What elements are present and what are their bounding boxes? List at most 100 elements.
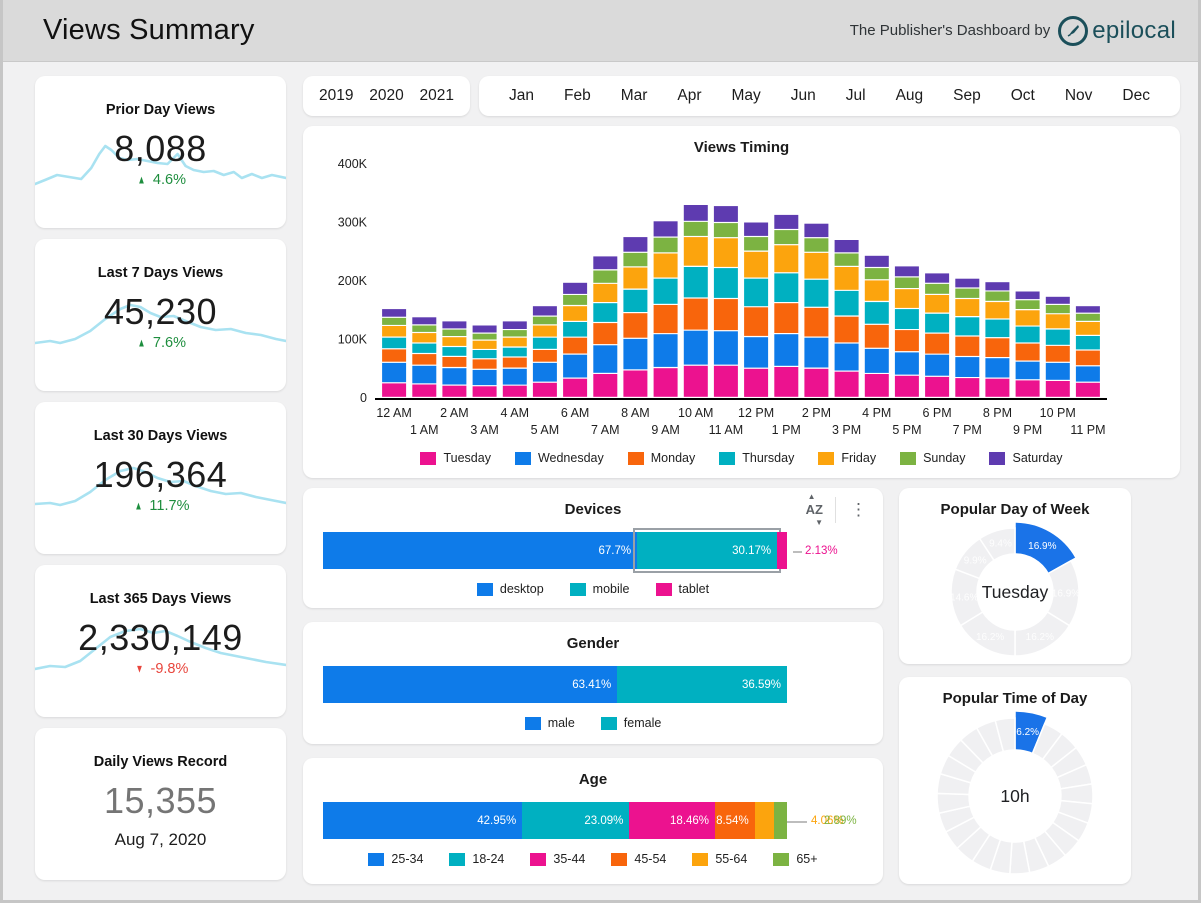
bar-segment-thursday-3pm[interactable] bbox=[834, 290, 859, 316]
bar-segment-wednesday-9am[interactable] bbox=[653, 334, 678, 367]
bar-segment-tuesday-7am[interactable] bbox=[593, 374, 618, 397]
bar-segment-tuesday-5pm[interactable] bbox=[894, 375, 919, 397]
bar-segment-monday-10pm[interactable] bbox=[1045, 345, 1070, 362]
bar-segment-wednesday-8am[interactable] bbox=[623, 338, 648, 370]
bar-segment-wednesday-6pm[interactable] bbox=[925, 354, 950, 376]
bar-segment-wednesday-3am[interactable] bbox=[472, 369, 497, 386]
bar-segment-wednesday-4pm[interactable] bbox=[864, 348, 889, 373]
bar-segment-wednesday-12am[interactable] bbox=[382, 362, 407, 383]
month-filter-item-oct[interactable]: Oct bbox=[1010, 87, 1035, 104]
bar-segment-thursday-10am[interactable] bbox=[683, 267, 708, 298]
bar-segment-sunday-10am[interactable] bbox=[683, 221, 708, 236]
bar-segment-friday-12am[interactable] bbox=[382, 326, 407, 337]
bar-segment-saturday-1am[interactable] bbox=[412, 317, 437, 325]
bar-segment-thursday-2pm[interactable] bbox=[804, 279, 829, 307]
segment-male[interactable]: 63.41% bbox=[323, 666, 618, 703]
segment-25-34[interactable]: 42.95% bbox=[323, 802, 523, 839]
bar-segment-friday-1pm[interactable] bbox=[774, 245, 799, 273]
bar-segment-friday-4am[interactable] bbox=[502, 337, 527, 347]
bar-segment-thursday-5am[interactable] bbox=[532, 337, 557, 349]
bar-segment-saturday-12am[interactable] bbox=[382, 309, 407, 317]
year-filter-item-2021[interactable]: 2021 bbox=[419, 87, 454, 104]
bar-segment-saturday-10pm[interactable] bbox=[1045, 296, 1070, 304]
bar-segment-wednesday-11pm[interactable] bbox=[1075, 366, 1100, 382]
bar-segment-friday-1am[interactable] bbox=[412, 333, 437, 343]
bar-segment-tuesday-2pm[interactable] bbox=[804, 368, 829, 397]
bar-segment-thursday-9pm[interactable] bbox=[1015, 326, 1040, 343]
bar-segment-wednesday-6am[interactable] bbox=[563, 354, 588, 378]
bar-segment-tuesday-10am[interactable] bbox=[683, 365, 708, 397]
bar-segment-thursday-10pm[interactable] bbox=[1045, 329, 1070, 345]
segment-female[interactable]: 36.59% bbox=[617, 666, 787, 703]
bar-segment-saturday-1pm[interactable] bbox=[774, 214, 799, 229]
bar-segment-monday-4am[interactable] bbox=[502, 357, 527, 368]
bar-segment-thursday-9am[interactable] bbox=[653, 278, 678, 304]
bar-segment-tuesday-1am[interactable] bbox=[412, 384, 437, 397]
month-filter-item-jul[interactable]: Jul bbox=[845, 87, 866, 104]
bar-segment-friday-7pm[interactable] bbox=[955, 299, 980, 316]
bar-segment-saturday-5pm[interactable] bbox=[894, 266, 919, 277]
segment-tablet[interactable] bbox=[777, 532, 787, 569]
bar-segment-tuesday-6am[interactable] bbox=[563, 378, 588, 397]
bar-segment-wednesday-2am[interactable] bbox=[442, 368, 467, 385]
bar-segment-thursday-7am[interactable] bbox=[593, 303, 618, 322]
bar-segment-friday-10pm[interactable] bbox=[1045, 314, 1070, 329]
bar-segment-wednesday-1pm[interactable] bbox=[774, 334, 799, 366]
segment-desktop[interactable]: 67.7% bbox=[323, 532, 638, 569]
bar-segment-tuesday-2am[interactable] bbox=[442, 385, 467, 397]
bar-segment-wednesday-5am[interactable] bbox=[532, 362, 557, 382]
bar-segment-friday-12pm[interactable] bbox=[744, 251, 769, 278]
month-filter-item-mar[interactable]: Mar bbox=[620, 87, 648, 104]
bar-segment-monday-8pm[interactable] bbox=[985, 338, 1010, 357]
bar-segment-thursday-4am[interactable] bbox=[502, 347, 527, 357]
bar-segment-friday-5am[interactable] bbox=[532, 325, 557, 337]
month-filter-item-sep[interactable]: Sep bbox=[953, 87, 981, 104]
bar-segment-sunday-1am[interactable] bbox=[412, 325, 437, 332]
month-filter-item-jan[interactable]: Jan bbox=[509, 87, 534, 104]
bar-segment-thursday-8am[interactable] bbox=[623, 289, 648, 312]
bar-segment-tuesday-11am[interactable] bbox=[713, 365, 738, 397]
bar-segment-monday-7pm[interactable] bbox=[955, 336, 980, 356]
bar-segment-sunday-4pm[interactable] bbox=[864, 268, 889, 280]
bar-segment-thursday-5pm[interactable] bbox=[894, 309, 919, 329]
bar-segment-saturday-2pm[interactable] bbox=[804, 223, 829, 238]
bar-segment-monday-4pm[interactable] bbox=[864, 324, 889, 348]
bar-segment-monday-12pm[interactable] bbox=[744, 307, 769, 336]
bar-segment-sunday-7pm[interactable] bbox=[955, 288, 980, 298]
bar-segment-thursday-3am[interactable] bbox=[472, 350, 497, 359]
bar-segment-sunday-9am[interactable] bbox=[653, 237, 678, 253]
bar-segment-sunday-2pm[interactable] bbox=[804, 238, 829, 252]
bar-segment-friday-8pm[interactable] bbox=[985, 302, 1010, 319]
bar-segment-monday-5am[interactable] bbox=[532, 350, 557, 362]
bar-segment-saturday-3am[interactable] bbox=[472, 325, 497, 333]
bar-segment-wednesday-7pm[interactable] bbox=[955, 357, 980, 377]
bar-segment-thursday-12am[interactable] bbox=[382, 337, 407, 349]
sort-az-icon[interactable]: AZ ▲ ▼ bbox=[805, 492, 823, 527]
bar-segment-sunday-3pm[interactable] bbox=[834, 253, 859, 266]
bar-segment-saturday-11pm[interactable] bbox=[1075, 306, 1100, 313]
bar-segment-thursday-12pm[interactable] bbox=[744, 278, 769, 307]
bar-segment-saturday-7am[interactable] bbox=[593, 256, 618, 270]
bar-segment-friday-8am[interactable] bbox=[623, 267, 648, 289]
bar-segment-monday-5pm[interactable] bbox=[894, 330, 919, 352]
bar-segment-thursday-4pm[interactable] bbox=[864, 302, 889, 324]
bar-segment-saturday-7pm[interactable] bbox=[955, 278, 980, 288]
bar-segment-monday-12am[interactable] bbox=[382, 349, 407, 362]
bar-segment-sunday-4am[interactable] bbox=[502, 330, 527, 337]
segment-65+[interactable] bbox=[773, 802, 787, 839]
donut-slice-22[interactable] bbox=[994, 717, 1016, 753]
month-filter-item-jun[interactable]: Jun bbox=[790, 87, 816, 104]
bar-segment-monday-8am[interactable] bbox=[623, 313, 648, 338]
bar-segment-tuesday-12pm[interactable] bbox=[744, 368, 769, 397]
bar-segment-wednesday-1am[interactable] bbox=[412, 365, 437, 384]
bar-segment-sunday-8am[interactable] bbox=[623, 252, 648, 267]
bar-segment-tuesday-9pm[interactable] bbox=[1015, 380, 1040, 397]
bar-segment-wednesday-10am[interactable] bbox=[683, 330, 708, 365]
bar-segment-thursday-2am[interactable] bbox=[442, 347, 467, 356]
bar-segment-friday-4pm[interactable] bbox=[864, 280, 889, 301]
bar-segment-monday-10am[interactable] bbox=[683, 298, 708, 330]
bar-segment-tuesday-3pm[interactable] bbox=[834, 371, 859, 397]
bar-segment-friday-6pm[interactable] bbox=[925, 295, 950, 313]
year-filter-item-2020[interactable]: 2020 bbox=[369, 87, 404, 104]
bar-segment-sunday-11am[interactable] bbox=[713, 223, 738, 238]
